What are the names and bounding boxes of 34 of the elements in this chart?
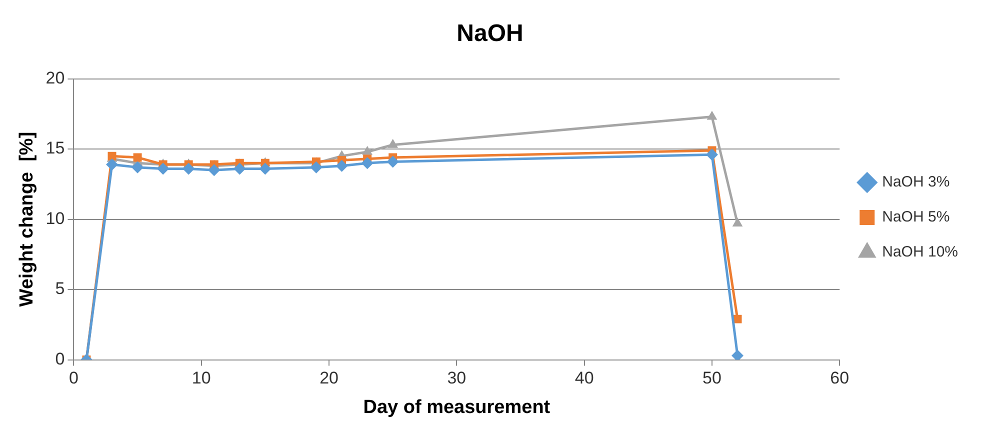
x-tick-label: 20: [320, 368, 338, 388]
chart-title: NaOH: [456, 20, 524, 48]
legend-label: NaOH 3%: [882, 174, 950, 191]
x-tick-label: 0: [68, 368, 78, 388]
y-tick-label: 20: [46, 68, 65, 88]
x-tick-label: 30: [447, 368, 466, 388]
point: [182, 162, 195, 175]
point: [259, 162, 272, 175]
point: [310, 161, 322, 174]
y-tick-label: 5: [55, 279, 65, 298]
point: [208, 164, 220, 176]
legend-label: NaOH 5%: [882, 208, 950, 226]
point: [133, 153, 142, 162]
point: [234, 162, 246, 175]
point: [336, 160, 348, 172]
point: [732, 350, 744, 360]
point: [386, 156, 399, 168]
y-tick-label: 10: [46, 208, 65, 228]
x-tick-label: 60: [830, 368, 850, 388]
x-tick-label: 40: [574, 368, 594, 388]
point: [106, 158, 118, 171]
point: [706, 148, 718, 161]
point: [361, 157, 374, 170]
point: [733, 314, 742, 324]
point: [157, 162, 170, 175]
x-tick-label: 10: [192, 368, 211, 388]
x-axis-title: Day of measurement: [363, 396, 551, 418]
x-tick-label: 50: [702, 368, 722, 388]
y-axis-title: Weight change [%]: [16, 132, 38, 307]
y-tick-label: 15: [46, 138, 65, 158]
legend-label: NaOH 10%: [882, 244, 958, 261]
point: [732, 218, 743, 227]
point: [132, 161, 144, 174]
y-tick-label: 0: [55, 349, 65, 368]
